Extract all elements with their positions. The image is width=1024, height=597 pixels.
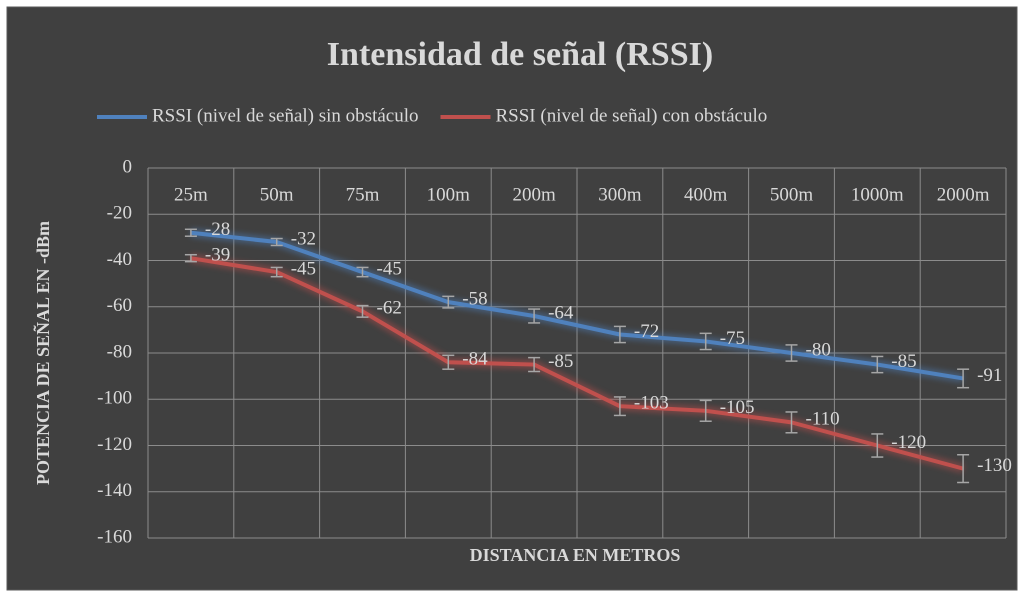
x-tick-label: 400m: [684, 184, 728, 205]
data-label: -28: [205, 219, 230, 240]
error-bar: [699, 332, 712, 351]
error-bar: [957, 454, 970, 484]
data-label: -72: [634, 321, 659, 342]
y-tick-label: -20: [107, 203, 132, 224]
data-label: -75: [720, 328, 745, 349]
legend-label: RSSI (nivel de señal) sin obstáculo: [152, 105, 419, 126]
error-bar: [699, 399, 712, 422]
x-tick-label: 500m: [770, 184, 814, 205]
y-tick-label: -120: [97, 434, 132, 455]
error-bar: [871, 433, 884, 458]
error-bar: [613, 396, 626, 417]
y-axis-title: POTENCIA DE SEÑAL EN -dBm: [32, 221, 53, 485]
x-tick-label: 1000m: [851, 184, 904, 205]
data-label: -64: [548, 302, 574, 323]
x-tick-label: 25m: [174, 184, 208, 205]
error-bar: [270, 266, 283, 278]
chart-background: [6, 6, 1018, 591]
data-label: -85: [548, 351, 573, 372]
data-label: -45: [377, 258, 402, 279]
data-label: -39: [205, 245, 230, 266]
chart-title: Intensidad de señal (RSSI): [327, 36, 713, 73]
data-label: -62: [377, 298, 402, 319]
error-bar: [184, 253, 197, 263]
x-tick-label: 200m: [512, 184, 556, 205]
error-bar: [356, 266, 369, 278]
error-bar: [613, 325, 626, 344]
data-label: -84: [462, 349, 488, 370]
error-bar: [270, 237, 283, 247]
data-label: -45: [291, 258, 316, 279]
data-label: -105: [720, 397, 755, 418]
x-tick-label: 300m: [598, 184, 642, 205]
error-bar: [356, 304, 369, 318]
y-tick-label: -60: [107, 295, 132, 316]
error-bar: [871, 355, 884, 374]
data-label: -110: [806, 409, 840, 430]
series-line: [190, 230, 964, 381]
y-tick-label: -80: [107, 341, 132, 362]
error-bar: [785, 411, 798, 434]
data-label: -58: [462, 288, 487, 309]
error-bar: [957, 368, 970, 389]
data-label: -120: [891, 432, 926, 453]
error-bar: [528, 356, 541, 373]
y-tick-label: 0: [123, 156, 133, 177]
series-line: [190, 256, 964, 471]
error-bar: [442, 354, 455, 370]
y-tick-label: -100: [97, 388, 132, 409]
x-axis-title: DISTANCIA EN METROS: [470, 545, 681, 565]
error-bar: [785, 344, 798, 362]
x-tick-label: 2000m: [937, 184, 990, 205]
data-label: -85: [891, 351, 916, 372]
data-label: -130: [977, 455, 1012, 476]
data-label: -91: [977, 365, 1002, 386]
error-bar: [528, 308, 541, 324]
x-tick-label: 100m: [427, 184, 471, 205]
x-tick-label: 75m: [346, 184, 380, 205]
y-tick-label: -160: [97, 526, 132, 547]
data-label: -103: [634, 393, 669, 414]
error-bar: [184, 228, 197, 237]
y-tick-label: -40: [107, 249, 132, 270]
legend-label: RSSI (nivel de señal) con obstáculo: [496, 105, 768, 126]
data-label: -80: [806, 339, 831, 360]
error-bar: [442, 295, 455, 309]
data-label: -32: [291, 228, 316, 249]
y-tick-label: -140: [97, 480, 132, 501]
x-tick-label: 50m: [260, 184, 294, 205]
